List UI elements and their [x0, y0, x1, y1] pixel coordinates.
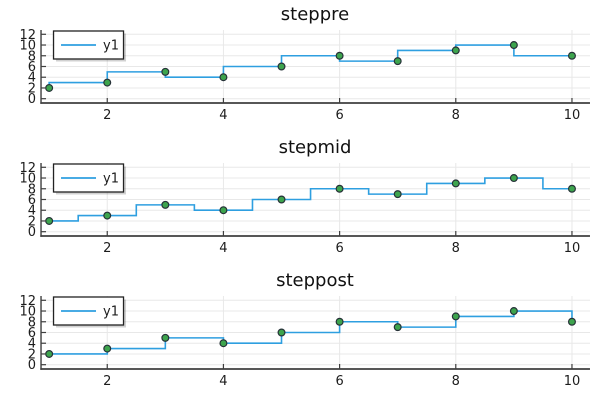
x-tick-label: 8 [452, 374, 460, 389]
subplot-steppost: 2 4 6 8 10 0 2 4 6 8 10 12 steppost y1 [0, 266, 600, 399]
data-point-marker [451, 179, 460, 188]
y-tick-label: 12 [19, 28, 36, 43]
data-point-marker [567, 51, 576, 60]
data-point-marker [335, 51, 344, 60]
legend: y1 [52, 163, 127, 195]
y-tick-label: 4 [28, 337, 36, 352]
data-point-marker [277, 62, 286, 71]
data-point-marker [45, 216, 54, 225]
data-point-marker [219, 206, 228, 215]
series-layer [45, 41, 576, 92]
x-tick-label: 2 [103, 374, 111, 389]
data-point-marker [335, 184, 344, 193]
data-point-marker [45, 349, 54, 358]
x-tick-label: 6 [335, 241, 343, 256]
x-tick-label: 10 [564, 374, 581, 389]
y-tick-label: 6 [28, 326, 36, 341]
data-point-marker [567, 184, 576, 193]
data-point-marker [103, 78, 112, 87]
y-tick-label: 6 [28, 60, 36, 75]
data-point-marker [277, 328, 286, 337]
x-tick-label: 10 [564, 241, 581, 256]
x-tick-label: 2 [103, 108, 111, 123]
y-tick-label: 2 [28, 81, 36, 96]
grid-layer [41, 29, 590, 103]
step-line [49, 310, 573, 355]
step-line [49, 177, 572, 222]
data-point-marker [219, 73, 228, 82]
y-tick-label: 4 [28, 204, 36, 219]
y-tick-label: 10 [19, 172, 36, 187]
legend-label: y1 [103, 304, 119, 319]
series-layer [45, 174, 576, 225]
data-point-marker [509, 41, 518, 50]
legend-label: y1 [103, 38, 119, 53]
step-line [48, 44, 572, 88]
data-point-marker [277, 195, 286, 204]
subplot-steppre: 2 4 6 8 10 0 2 4 6 8 10 12 steppre y1 [0, 0, 600, 133]
chart-title: steppre [281, 4, 349, 25]
data-point-marker [103, 344, 112, 353]
data-point-marker [509, 307, 518, 316]
data-point-marker [45, 83, 54, 92]
x-tick-label: 8 [452, 241, 460, 256]
y-tick-label: 0 [28, 358, 36, 373]
y-tick-label: 10 [19, 39, 36, 54]
y-tick-label: 12 [19, 161, 36, 176]
subplot-stepmid: 2 4 6 8 10 0 2 4 6 8 10 12 stepmid y1 [0, 133, 600, 266]
y-tick-label: 12 [19, 294, 36, 309]
chart-title: stepmid [279, 137, 352, 158]
x-tick-label: 2 [103, 241, 111, 256]
data-point-marker [393, 57, 402, 66]
data-point-marker [451, 46, 460, 55]
x-tick-label: 10 [564, 108, 581, 123]
data-point-marker [161, 200, 170, 209]
legend: y1 [52, 296, 127, 328]
legend-label: y1 [103, 171, 119, 186]
y-tick-label: 2 [28, 347, 36, 362]
x-tick-label: 6 [335, 108, 343, 123]
x-tick-label: 4 [219, 241, 227, 256]
x-tick-label: 6 [335, 374, 343, 389]
y-tick-label: 10 [19, 305, 36, 320]
data-point-marker [509, 174, 518, 183]
data-point-marker [393, 190, 402, 199]
grid-layer [41, 295, 590, 369]
x-tick-label: 8 [452, 108, 460, 123]
y-tick-label: 2 [28, 214, 36, 229]
y-tick-label: 8 [28, 49, 36, 64]
chart-title: steppost [276, 270, 354, 291]
y-tick-label: 8 [28, 182, 36, 197]
x-tick-label: 4 [219, 374, 227, 389]
legend: y1 [52, 30, 127, 62]
data-point-marker [161, 333, 170, 342]
data-point-marker [219, 339, 228, 348]
data-point-marker [393, 323, 402, 332]
x-tick-label: 4 [219, 108, 227, 123]
data-point-marker [103, 211, 112, 220]
y-tick-label: 4 [28, 71, 36, 86]
y-tick-label: 0 [28, 225, 36, 240]
data-point-marker [161, 67, 170, 76]
y-tick-label: 6 [28, 193, 36, 208]
data-point-marker [451, 312, 460, 321]
data-point-marker [335, 317, 344, 326]
y-tick-label: 8 [28, 315, 36, 330]
y-tick-label: 0 [28, 92, 36, 107]
data-point-marker [567, 317, 576, 326]
